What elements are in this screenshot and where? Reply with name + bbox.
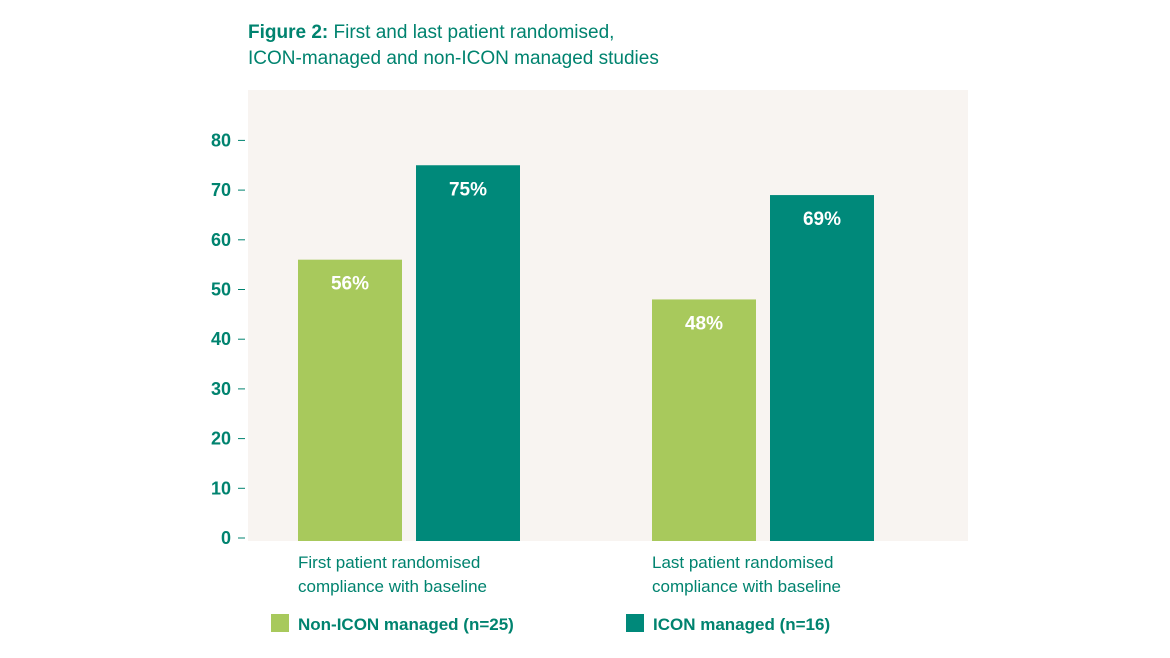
legend-swatch <box>271 614 289 632</box>
category-label: First patient randomised <box>298 553 480 572</box>
category-label: compliance with baseline <box>652 577 841 596</box>
bars-group: 56% 48% 75% 69% <box>298 165 874 541</box>
bar-data-label: 75% <box>449 179 487 200</box>
y-tick-label: 30 <box>211 379 231 399</box>
y-tick-label: 20 <box>211 429 231 449</box>
legend-swatch <box>626 614 644 632</box>
bar <box>770 195 874 541</box>
bar-data-label: 69% <box>803 209 841 230</box>
legend-label: Non-ICON managed (n=25) <box>298 615 514 634</box>
chart-title-line1: First and last patient randomised, <box>333 22 615 43</box>
y-tick-label: 70 <box>211 180 231 200</box>
chart-title-line2: ICON-managed and non-ICON managed studie… <box>248 48 659 69</box>
legend-label: ICON managed (n=16) <box>653 615 830 634</box>
bar-data-label: 48% <box>685 313 723 334</box>
bar <box>416 165 520 541</box>
y-axis: 0 10 20 30 40 50 60 70 80 <box>211 130 245 548</box>
y-tick-label: 0 <box>221 528 231 548</box>
legend: Non-ICON managed (n=25) ICON managed (n=1… <box>271 614 830 634</box>
y-tick-label: 50 <box>211 280 231 300</box>
y-tick-label: 10 <box>211 478 231 498</box>
bar <box>298 259 402 541</box>
category-label: compliance with baseline <box>298 577 487 596</box>
y-tick-label: 40 <box>211 329 231 349</box>
bar-data-label: 56% <box>331 274 369 295</box>
chart-title-prefix: Figure 2: <box>248 22 329 43</box>
y-tick-label: 60 <box>211 230 231 250</box>
category-label: Last patient randomised <box>652 553 833 572</box>
category-labels: First patient randomised compliance with … <box>298 553 841 596</box>
chart-title: Figure 2: First and last patient randomi… <box>248 20 948 72</box>
bar <box>652 299 756 541</box>
y-tick-label: 80 <box>211 130 231 150</box>
